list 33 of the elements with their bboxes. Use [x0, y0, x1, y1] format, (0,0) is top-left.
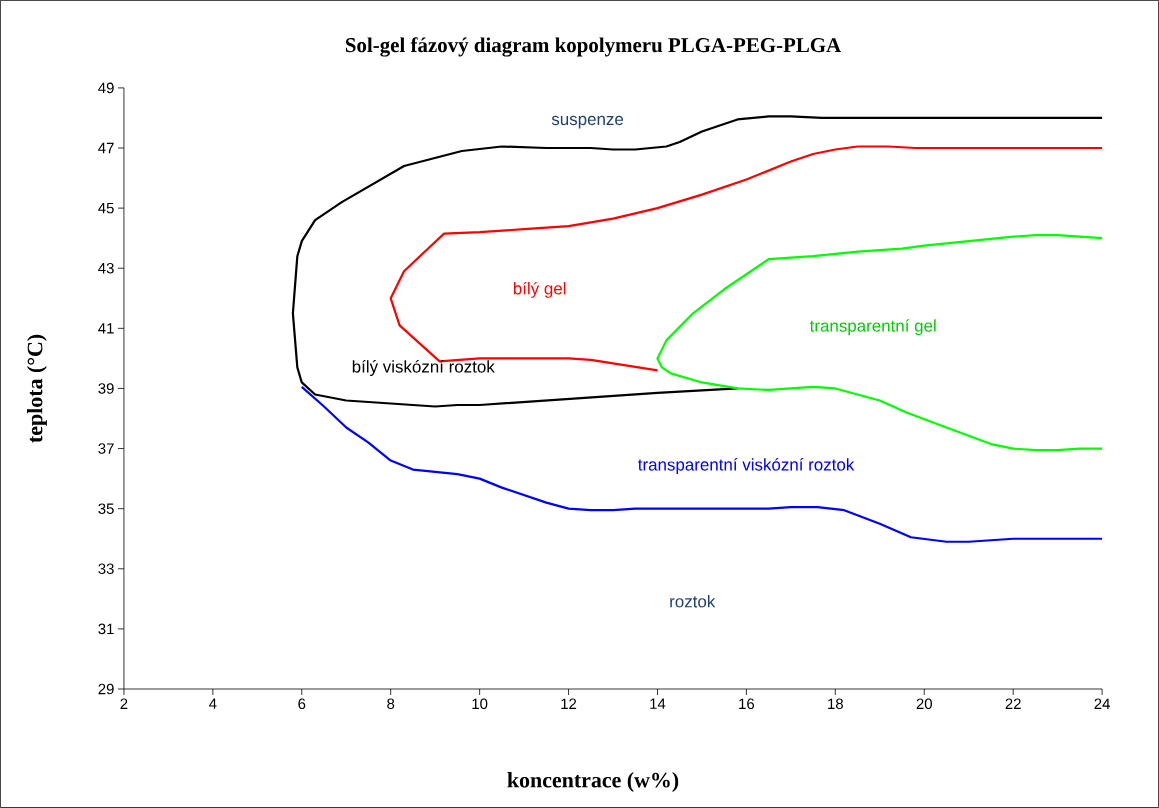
annotation: bílý gel [513, 281, 566, 298]
y-tick-label: 47 [98, 142, 114, 154]
x-tick-label: 22 [1005, 698, 1021, 709]
x-axis-title: koncentrace (w%) [507, 772, 679, 792]
y-tick-label: 41 [98, 323, 114, 334]
y-tick-label: 31 [98, 623, 114, 635]
x-tick-label: 24 [1094, 698, 1110, 709]
x-tick-label: 8 [387, 698, 395, 710]
y-tick-label: 29 [98, 683, 114, 695]
chart-title: Sol-gel fázový diagram kopolymeru PLGA-PEG-PLGA [345, 37, 842, 57]
x-tick-label: 16 [739, 698, 755, 710]
y-tick-label: 45 [98, 202, 114, 214]
y-axis-title: teplota (°C) [26, 334, 47, 443]
x-tick-label: 2 [120, 698, 128, 709]
annotation: transparentní viskózní roztok [638, 458, 855, 475]
line-series [656, 234, 1104, 452]
y-tick-label: 39 [98, 383, 114, 394]
annotation: bílý viskózní roztok [352, 360, 495, 377]
annotation: transparentní gel [809, 319, 936, 336]
y-tick-label: 49 [98, 82, 114, 94]
y-tick-label: 35 [98, 503, 114, 514]
x-tick-label: 4 [209, 698, 217, 709]
x-tick-label: 6 [298, 698, 306, 710]
y-tick-label: 33 [98, 563, 114, 575]
annotation: roztok [670, 595, 716, 608]
annotation: suspenze [551, 115, 624, 129]
x-tick-label: 18 [828, 698, 843, 710]
x-tick-label: 20 [916, 698, 932, 710]
y-tick-label: 43 [98, 262, 114, 274]
x-tick-label: 14 [650, 698, 666, 709]
x-tick-label: 12 [561, 698, 577, 709]
x-tick-label: 10 [472, 698, 488, 710]
y-tick-label: 37 [98, 443, 114, 454]
